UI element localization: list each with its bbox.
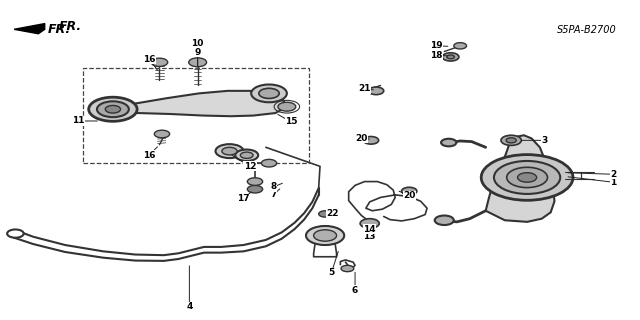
Circle shape xyxy=(89,97,137,121)
Circle shape xyxy=(251,84,287,102)
Text: 8: 8 xyxy=(270,182,276,191)
Text: 9: 9 xyxy=(195,48,201,57)
Circle shape xyxy=(447,55,454,59)
Circle shape xyxy=(278,102,296,111)
Circle shape xyxy=(247,178,262,185)
Circle shape xyxy=(241,152,253,158)
Circle shape xyxy=(441,139,456,146)
Circle shape xyxy=(236,149,258,161)
Circle shape xyxy=(360,219,380,228)
Text: 20: 20 xyxy=(403,191,415,200)
Circle shape xyxy=(261,159,276,167)
Circle shape xyxy=(369,87,384,95)
Text: 19: 19 xyxy=(430,41,443,50)
Text: 16: 16 xyxy=(143,151,156,160)
Circle shape xyxy=(454,43,467,49)
Circle shape xyxy=(247,185,262,193)
Text: 2: 2 xyxy=(610,170,616,179)
Text: 11: 11 xyxy=(72,116,84,125)
Circle shape xyxy=(154,130,170,138)
Circle shape xyxy=(401,187,417,195)
Text: 22: 22 xyxy=(326,209,339,219)
Bar xyxy=(83,68,309,163)
Text: FR.: FR. xyxy=(53,20,82,33)
Circle shape xyxy=(481,155,573,200)
Circle shape xyxy=(494,161,560,194)
Text: 12: 12 xyxy=(244,162,256,171)
Polygon shape xyxy=(486,135,554,222)
Circle shape xyxy=(105,105,120,113)
Circle shape xyxy=(151,58,168,67)
Text: 4: 4 xyxy=(186,302,193,311)
Text: 10: 10 xyxy=(191,39,204,48)
Text: 13: 13 xyxy=(364,232,376,241)
Text: 6: 6 xyxy=(352,285,358,295)
Text: 5: 5 xyxy=(328,268,335,277)
Circle shape xyxy=(435,215,454,225)
Circle shape xyxy=(259,88,279,99)
Text: S5PA-B2700: S5PA-B2700 xyxy=(557,25,616,35)
Circle shape xyxy=(222,147,237,155)
Circle shape xyxy=(216,144,244,158)
Text: 20: 20 xyxy=(355,134,367,143)
Text: 18: 18 xyxy=(430,51,443,60)
Circle shape xyxy=(507,167,547,188)
Circle shape xyxy=(501,135,522,145)
Circle shape xyxy=(518,173,537,182)
Polygon shape xyxy=(14,24,45,34)
Text: 7: 7 xyxy=(270,190,276,199)
Circle shape xyxy=(319,211,332,217)
Text: 1: 1 xyxy=(610,178,616,187)
Circle shape xyxy=(314,230,337,241)
Text: 17: 17 xyxy=(237,194,250,203)
Text: 21: 21 xyxy=(358,84,371,93)
Text: 3: 3 xyxy=(541,136,547,145)
Circle shape xyxy=(506,138,516,143)
Circle shape xyxy=(306,226,344,245)
Text: FR.: FR. xyxy=(47,23,70,36)
Circle shape xyxy=(341,265,354,272)
Circle shape xyxy=(364,137,379,144)
Text: 16: 16 xyxy=(143,55,156,64)
Circle shape xyxy=(442,53,459,61)
Circle shape xyxy=(7,229,24,238)
Text: 15: 15 xyxy=(285,117,298,126)
Circle shape xyxy=(189,58,207,67)
Circle shape xyxy=(97,101,129,117)
Text: 14: 14 xyxy=(364,225,376,234)
Polygon shape xyxy=(113,91,287,116)
